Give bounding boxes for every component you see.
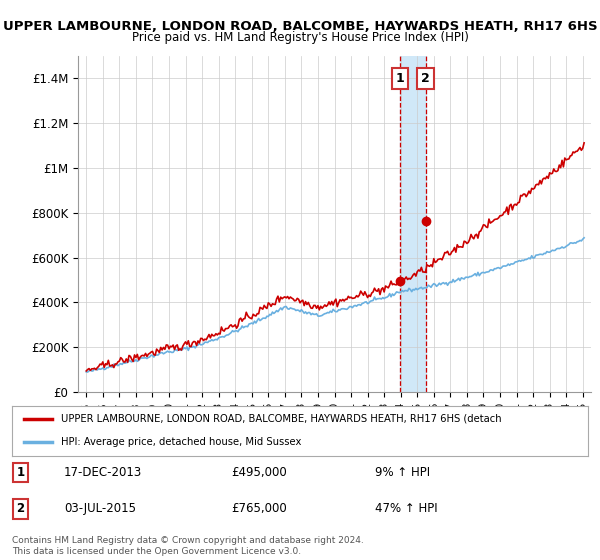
Text: 2: 2 bbox=[17, 502, 25, 515]
Text: 2: 2 bbox=[421, 72, 430, 85]
Text: UPPER LAMBOURNE, LONDON ROAD, BALCOMBE, HAYWARDS HEATH, RH17 6HS: UPPER LAMBOURNE, LONDON ROAD, BALCOMBE, … bbox=[2, 20, 598, 32]
Bar bbox=[400, 56, 425, 392]
Text: £495,000: £495,000 bbox=[231, 466, 287, 479]
Text: 17-DEC-2013: 17-DEC-2013 bbox=[64, 466, 142, 479]
Text: UPPER LAMBOURNE, LONDON ROAD, BALCOMBE, HAYWARDS HEATH, RH17 6HS (detach: UPPER LAMBOURNE, LONDON ROAD, BALCOMBE, … bbox=[61, 414, 502, 423]
Text: 1: 1 bbox=[395, 72, 404, 85]
Text: £765,000: £765,000 bbox=[231, 502, 287, 515]
Text: 47% ↑ HPI: 47% ↑ HPI bbox=[375, 502, 437, 515]
Text: HPI: Average price, detached house, Mid Sussex: HPI: Average price, detached house, Mid … bbox=[61, 437, 301, 447]
Text: Contains HM Land Registry data © Crown copyright and database right 2024.
This d: Contains HM Land Registry data © Crown c… bbox=[12, 536, 364, 556]
Text: 03-JUL-2015: 03-JUL-2015 bbox=[64, 502, 136, 515]
Text: 1: 1 bbox=[17, 466, 25, 479]
Text: 9% ↑ HPI: 9% ↑ HPI bbox=[375, 466, 430, 479]
Text: Price paid vs. HM Land Registry's House Price Index (HPI): Price paid vs. HM Land Registry's House … bbox=[131, 31, 469, 44]
